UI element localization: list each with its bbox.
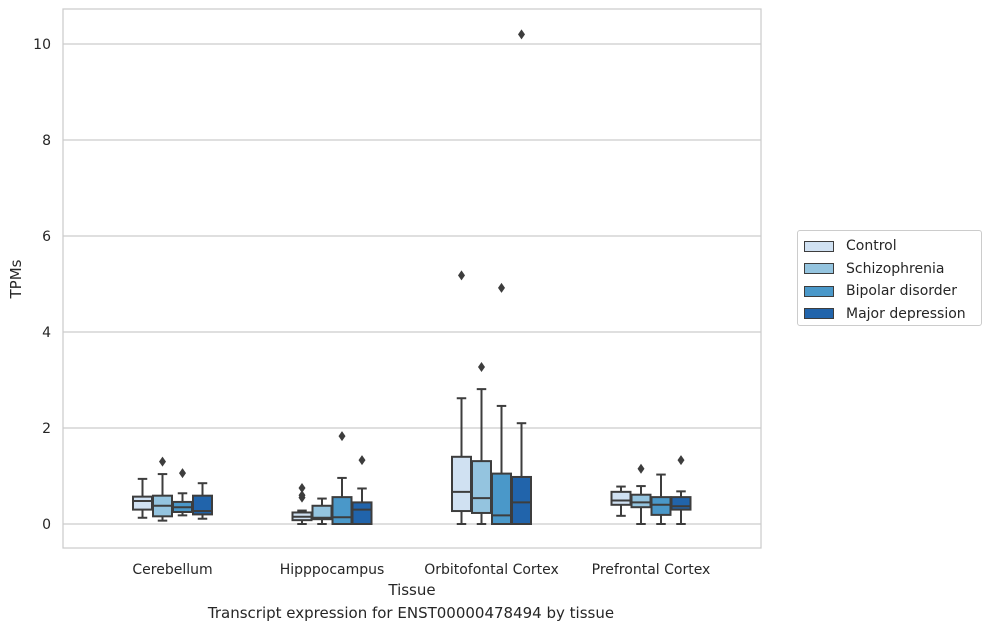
chart-caption: Transcript expression for ENST0000047849… bbox=[207, 604, 615, 622]
box-control bbox=[451, 270, 472, 525]
box-body bbox=[351, 501, 373, 525]
legend-item: Major depression bbox=[804, 303, 981, 326]
legend-item: Control bbox=[804, 235, 981, 258]
y-tick-label: 6 bbox=[42, 229, 51, 245]
x-tick-labels: Cerebellum Hipppocampus Orbitofontal Corte… bbox=[132, 562, 710, 578]
outlier-point bbox=[518, 29, 525, 40]
box-schizophrenia bbox=[152, 456, 173, 522]
legend-label: Control bbox=[846, 238, 897, 255]
y-axis-label: TPMs bbox=[7, 259, 25, 299]
x-tick-label: Cerebellum bbox=[132, 562, 212, 578]
legend-swatch bbox=[804, 308, 834, 320]
outlier-point bbox=[498, 282, 505, 293]
box-body bbox=[630, 493, 652, 509]
box-body bbox=[650, 496, 672, 516]
boxes-layer bbox=[132, 29, 692, 526]
x-tick-label: Orbitofontal Cortex bbox=[424, 562, 559, 578]
outlier-point bbox=[637, 463, 645, 474]
box-body bbox=[670, 496, 692, 511]
grid-lines bbox=[63, 43, 761, 525]
legend-swatch bbox=[804, 263, 834, 275]
y-tick-label: 2 bbox=[42, 421, 51, 437]
legend-label: Major depression bbox=[846, 305, 966, 322]
outlier-point bbox=[298, 483, 306, 493]
box-body bbox=[471, 460, 492, 514]
legend-item: Schizophrenia bbox=[804, 258, 981, 281]
box-major-depression bbox=[192, 482, 213, 520]
outlier-point bbox=[338, 431, 346, 442]
x-tick-label: Prefrontal Cortex bbox=[592, 562, 711, 578]
legend-label: Bipolar disorder bbox=[846, 283, 958, 300]
outlier-point bbox=[478, 362, 485, 373]
legend-label: Schizophrenia bbox=[846, 260, 945, 277]
y-tick-label: 0 bbox=[42, 517, 51, 533]
box-major-depression bbox=[511, 29, 532, 525]
outlier-point bbox=[159, 456, 166, 467]
x-tick-label: Hipppocampus bbox=[280, 562, 385, 578]
box-control bbox=[132, 477, 153, 519]
outlier-point bbox=[179, 468, 186, 479]
box-body bbox=[192, 494, 213, 516]
box-major-depression bbox=[351, 455, 373, 525]
box-body bbox=[610, 490, 632, 506]
box-major-depression bbox=[670, 455, 692, 525]
box-body bbox=[132, 495, 153, 511]
plot-frame bbox=[62, 8, 762, 549]
legend-swatch bbox=[804, 285, 834, 297]
outlier-point bbox=[298, 490, 306, 501]
box-body bbox=[491, 472, 512, 526]
legend: Control Schizophrenia Bipolar disorder Majo… bbox=[797, 230, 982, 326]
plot-area bbox=[63, 9, 761, 548]
box-body bbox=[451, 455, 472, 513]
legend-item: Bipolar disorder bbox=[804, 280, 981, 303]
outlier-point bbox=[458, 270, 465, 281]
y-tick-label: 10 bbox=[33, 37, 51, 53]
y-tick-label: 8 bbox=[42, 133, 51, 149]
legend-swatch bbox=[804, 240, 834, 252]
y-tick-label: 4 bbox=[42, 325, 51, 341]
box-schizophrenia bbox=[471, 362, 492, 525]
x-axis-label: Tissue bbox=[387, 581, 435, 599]
box-bipolar-disorder bbox=[172, 468, 193, 517]
box-body bbox=[331, 496, 353, 525]
box-body bbox=[511, 475, 532, 525]
box-control bbox=[291, 483, 313, 525]
outlier-point bbox=[677, 455, 685, 466]
y-tick-labels: 0 2 4 6 8 10 bbox=[33, 37, 51, 533]
outlier-point bbox=[358, 455, 366, 466]
